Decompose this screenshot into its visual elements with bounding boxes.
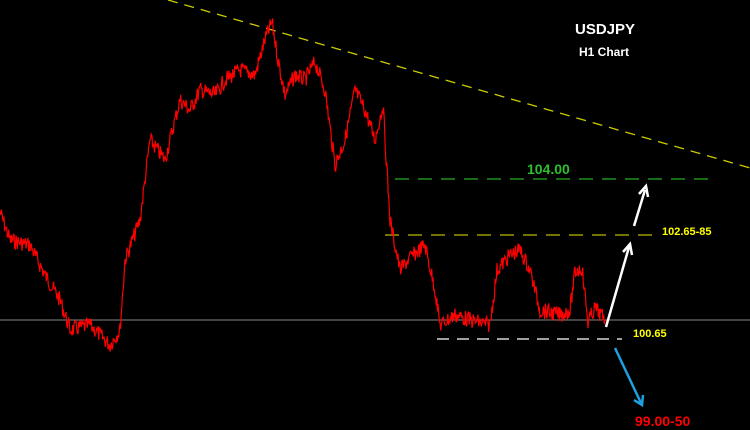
arrow-up-long	[604, 241, 634, 328]
price-series	[0, 18, 606, 352]
arrow-down	[613, 347, 645, 408]
level-104-label: 104.00	[527, 161, 570, 177]
level-102-label: 102.65-85	[662, 226, 712, 238]
price-line	[0, 18, 606, 352]
chart-title: USDJPY	[575, 21, 636, 38]
level-100-label: 100.65	[633, 328, 667, 340]
chart-subtitle: H1 Chart	[579, 45, 630, 59]
arrow-up-short	[632, 183, 650, 227]
target-99-label: 99.00-50	[635, 413, 691, 429]
descending-trendline	[167, 0, 750, 169]
